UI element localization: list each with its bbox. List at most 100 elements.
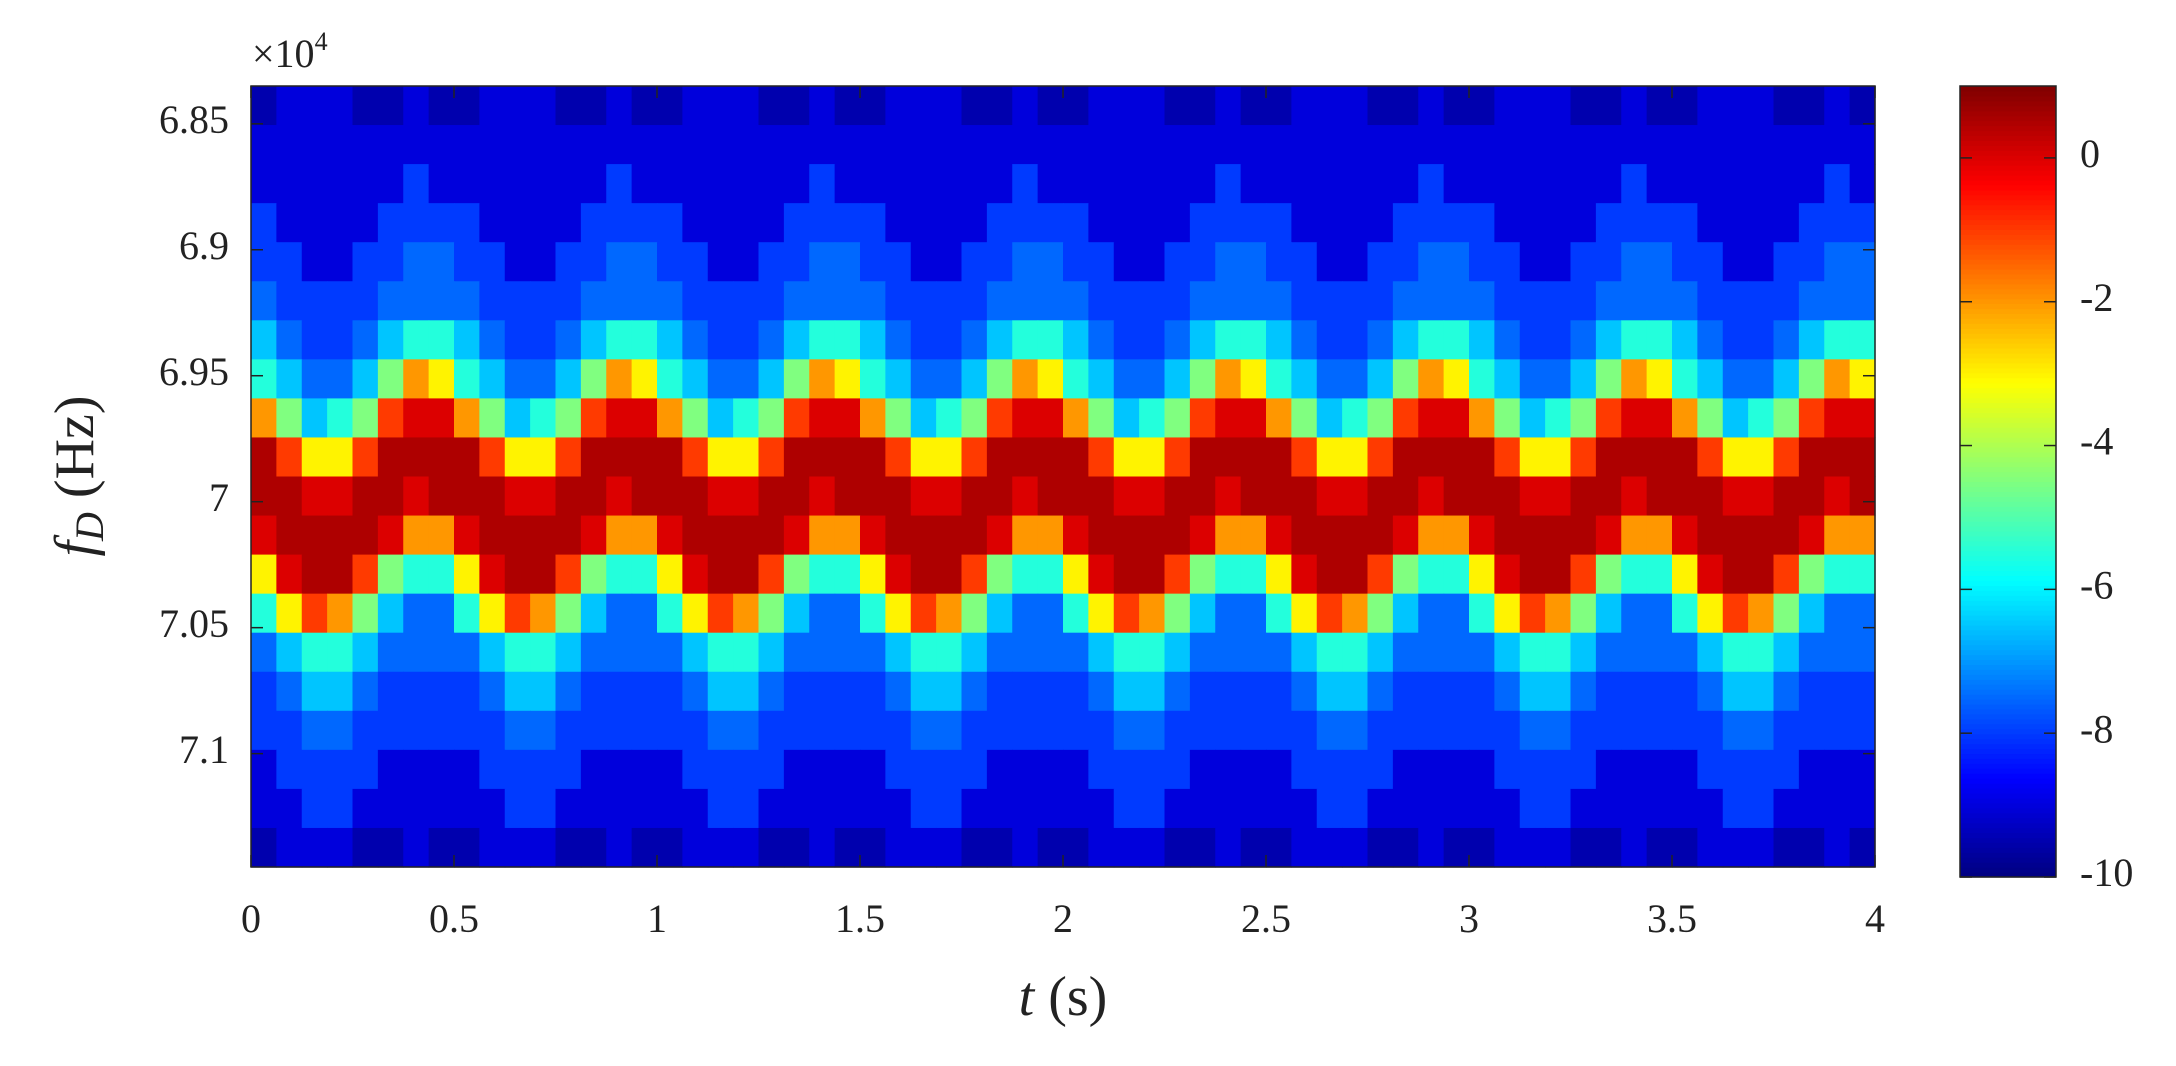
- heat-cell: [1113, 827, 1140, 868]
- heat-cell: [555, 476, 582, 517]
- heat-cell: [1316, 515, 1343, 556]
- heat-cell: [1849, 476, 1876, 517]
- heat-cell: [1189, 281, 1216, 321]
- heat-cell: [327, 476, 354, 517]
- heat-cell: [1113, 788, 1140, 829]
- heat-cell: [1621, 320, 1648, 360]
- heat-cell: [1088, 86, 1115, 126]
- heat-cell: [1849, 632, 1876, 673]
- heat-cell: [682, 593, 709, 634]
- heat-cell: [352, 827, 379, 868]
- colorbar-swatch: [1960, 634, 2056, 641]
- heat-cell: [1773, 593, 1800, 634]
- heat-cell: [783, 671, 810, 712]
- heat-cell: [910, 710, 937, 751]
- heat-cell: [1824, 515, 1851, 556]
- heat-cell: [631, 827, 658, 868]
- heat-cell: [1849, 125, 1876, 165]
- heat-cell: [1088, 476, 1115, 517]
- heat-cell: [1113, 398, 1140, 439]
- heat-cell: [1443, 632, 1470, 673]
- heat-cell: [1443, 437, 1470, 478]
- heat-cell: [454, 281, 480, 321]
- heat-cell: [276, 632, 303, 673]
- colorbar-swatch: [1960, 219, 2056, 226]
- colorbar-swatch: [1960, 412, 2056, 418]
- heat-cell: [1342, 125, 1369, 165]
- heat-cell: [1367, 242, 1394, 282]
- heat-cell: [1316, 398, 1343, 439]
- heat-cell: [1418, 125, 1445, 165]
- heat-cell: [733, 242, 760, 282]
- heat-cell: [1418, 554, 1445, 595]
- heat-cell: [606, 164, 633, 204]
- heat-cell: [1342, 359, 1369, 399]
- heat-cell: [783, 281, 810, 321]
- heat-cell: [1037, 788, 1064, 829]
- heat-cell: [1240, 86, 1267, 126]
- heat-cell: [1392, 242, 1419, 282]
- heat-cell: [1621, 671, 1648, 712]
- heat-cell: [860, 554, 886, 595]
- heat-cell: [1672, 281, 1698, 321]
- colorbar-swatch: [1960, 352, 2056, 359]
- colorbar-swatch: [1960, 283, 2056, 290]
- colorbar-swatch: [1960, 110, 2056, 117]
- heat-cell: [1595, 827, 1622, 868]
- heat-cell: [860, 398, 886, 439]
- heat-cell: [1189, 476, 1216, 517]
- heat-cell: [1595, 671, 1622, 712]
- heat-cell: [1798, 398, 1825, 439]
- heat-cell: [809, 749, 836, 790]
- heat-cell: [327, 203, 354, 243]
- heat-cell: [1342, 710, 1369, 751]
- heat-cell: [1849, 554, 1876, 595]
- heat-cell: [1266, 827, 1292, 868]
- y-tick-label: 7.1: [179, 727, 229, 772]
- heat-cell: [1773, 398, 1800, 439]
- heat-cell: [1037, 593, 1064, 634]
- heat-cell: [1012, 164, 1039, 204]
- heat-cell: [1266, 788, 1292, 829]
- heat-cell: [1494, 203, 1521, 243]
- heat-cell: [631, 710, 658, 751]
- heat-cell: [860, 515, 886, 556]
- heat-cell: [1063, 359, 1089, 399]
- heat-cell: [758, 710, 785, 751]
- heat-cell: [428, 125, 455, 165]
- heat-cell: [1570, 437, 1597, 478]
- heat-cell: [1595, 788, 1622, 829]
- heat-cell: [580, 398, 607, 439]
- heat-cell: [1215, 320, 1242, 360]
- heat-cell: [377, 125, 404, 165]
- heat-cell: [682, 203, 709, 243]
- heat-cell: [1443, 242, 1470, 282]
- heat-cell: [860, 437, 886, 478]
- colorbar-swatch: [1960, 427, 2056, 433]
- heat-cell: [809, 788, 836, 829]
- heat-cell: [301, 710, 328, 751]
- heat-cell: [327, 125, 354, 165]
- heat-cell: [454, 827, 480, 868]
- heat-cell: [479, 593, 506, 634]
- heat-cell: [1697, 242, 1724, 282]
- heat-cell: [1215, 710, 1242, 751]
- heat-cell: [910, 593, 937, 634]
- heat-cell: [504, 359, 531, 399]
- heat-cell: [301, 242, 328, 282]
- colorbar-swatch: [1960, 189, 2056, 196]
- heat-cell: [454, 749, 480, 790]
- colorbar-swatch: [1960, 540, 2056, 547]
- heat-cell: [1519, 203, 1546, 243]
- heat-cell: [1291, 281, 1318, 321]
- heat-cell: [1063, 281, 1089, 321]
- heat-cell: [1824, 398, 1851, 439]
- colorbar-swatch: [1960, 743, 2056, 750]
- heat-cell: [1240, 476, 1267, 517]
- heat-cell: [733, 515, 760, 556]
- heat-cell: [885, 398, 912, 439]
- heat-cell: [1037, 710, 1064, 751]
- heat-cell: [986, 320, 1013, 360]
- heat-cell: [1519, 398, 1546, 439]
- colorbar-swatch: [1960, 624, 2056, 631]
